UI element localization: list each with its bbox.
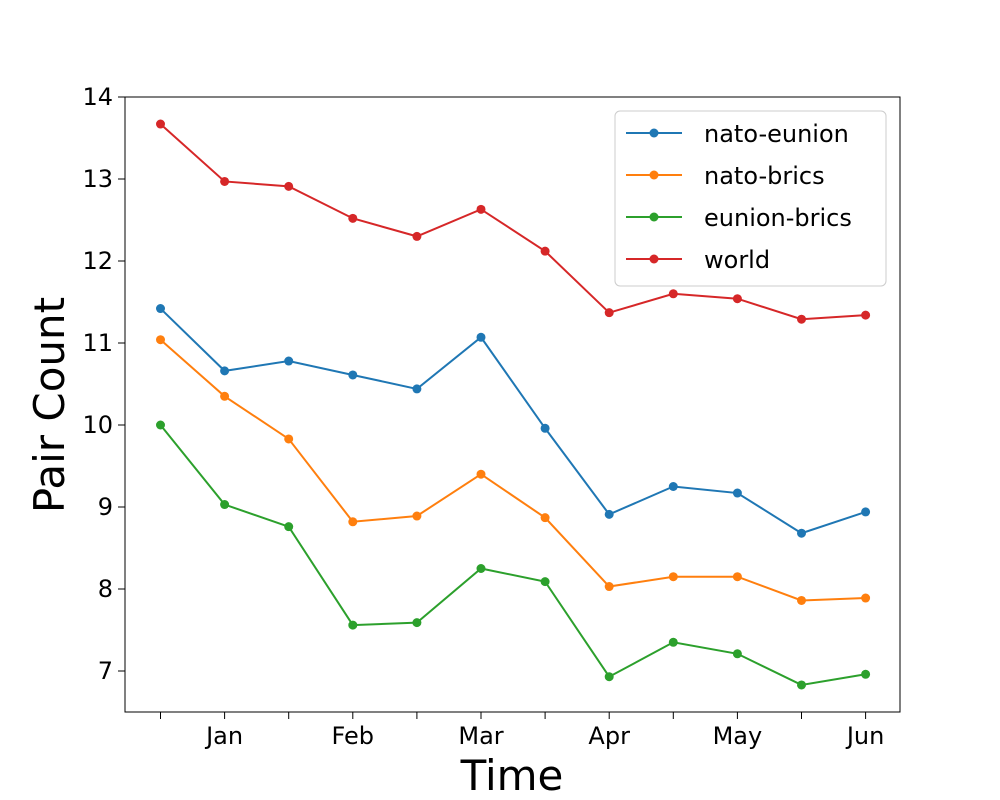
- y-tick-label: 11: [82, 329, 113, 357]
- data-point: [732, 294, 742, 304]
- x-tick-label: May: [713, 722, 763, 750]
- data-point: [797, 595, 806, 605]
- data-point: [156, 420, 165, 430]
- data-point: [861, 310, 871, 320]
- data-point: [668, 289, 678, 299]
- data-point: [540, 577, 550, 587]
- x-tick-label: Feb: [332, 722, 375, 750]
- data-point: [284, 181, 294, 191]
- data-point: [348, 370, 358, 380]
- legend-label: nato-brics: [704, 162, 825, 190]
- legend-marker: [649, 212, 659, 222]
- data-point: [220, 391, 230, 401]
- data-point: [540, 246, 550, 256]
- series-line: [159, 424, 866, 686]
- legend-marker: [649, 170, 659, 180]
- data-point: [476, 204, 486, 214]
- data-point: [540, 513, 550, 523]
- x-axis-title: Time: [460, 751, 564, 800]
- data-point: [861, 507, 871, 517]
- plot-frame: [124, 96, 901, 713]
- data-point: [156, 335, 165, 345]
- data-point: [476, 332, 486, 342]
- data-point: [156, 119, 165, 129]
- y-axis-title: Pair Count: [25, 297, 74, 513]
- x-tick-label: Jan: [204, 722, 243, 750]
- data-point: [732, 649, 742, 659]
- legend-entry: eunion-brics: [626, 204, 852, 232]
- legend-entry: world: [626, 246, 770, 274]
- data-point: [668, 482, 678, 491]
- legend-entry: nato-eunion: [626, 120, 849, 148]
- series-eunion-brics: [156, 420, 871, 690]
- data-point: [668, 572, 678, 582]
- data-point: [348, 620, 358, 630]
- data-point: [732, 572, 742, 582]
- legend-marker: [649, 254, 659, 264]
- data-point: [412, 618, 422, 628]
- series-world: [156, 119, 871, 324]
- y-tick-label: 12: [82, 247, 113, 275]
- legend-label: eunion-brics: [704, 204, 852, 232]
- y-tick-label: 8: [98, 575, 113, 603]
- data-point: [668, 637, 678, 647]
- y-tick-label: 14: [82, 83, 113, 111]
- data-point: [412, 384, 422, 394]
- data-point: [156, 304, 165, 314]
- data-point: [220, 500, 230, 510]
- data-point: [797, 314, 806, 324]
- data-point: [604, 582, 614, 592]
- data-point: [284, 356, 294, 366]
- x-tick-label: Mar: [458, 722, 503, 750]
- plot-marks: [156, 119, 871, 690]
- x-tick-label: Apr: [588, 722, 630, 750]
- data-point: [604, 672, 614, 682]
- y-axis: 7 8 9 10 11 12 13 14: [82, 83, 125, 685]
- data-point: [412, 231, 422, 241]
- data-point: [284, 522, 294, 532]
- data-point: [220, 176, 230, 186]
- legend-marker: [649, 128, 659, 138]
- data-point: [604, 308, 614, 318]
- data-point: [412, 511, 422, 521]
- data-point: [476, 469, 486, 479]
- data-point: [540, 423, 550, 433]
- series-nato-brics: [156, 335, 871, 605]
- legend-label: world: [704, 246, 770, 274]
- y-tick-label: 7: [98, 657, 113, 685]
- series-nato-eunion: [156, 304, 871, 538]
- series-line: [159, 307, 866, 535]
- legend: nato-eunion nato-brics eunion-brics world: [614, 110, 887, 287]
- x-axis: Jan Feb Mar Apr May Jun: [160, 712, 885, 750]
- data-point: [797, 528, 806, 538]
- x-tick-label: Jun: [845, 722, 885, 750]
- data-point: [861, 669, 871, 679]
- data-point: [861, 593, 871, 603]
- data-point: [732, 488, 742, 498]
- y-tick-label: 9: [98, 493, 113, 521]
- legend-label: nato-eunion: [704, 120, 849, 148]
- data-point: [476, 564, 486, 573]
- data-point: [604, 509, 614, 519]
- data-point: [797, 680, 806, 690]
- y-tick-label: 10: [82, 411, 113, 439]
- legend-entry: nato-brics: [626, 162, 825, 190]
- legend-frame: [614, 110, 887, 287]
- y-tick-label: 13: [82, 165, 113, 193]
- data-point: [348, 517, 358, 527]
- data-point: [220, 366, 230, 376]
- data-point: [348, 213, 358, 223]
- data-point: [284, 434, 294, 444]
- series-line: [159, 123, 866, 321]
- series-line: [159, 338, 866, 602]
